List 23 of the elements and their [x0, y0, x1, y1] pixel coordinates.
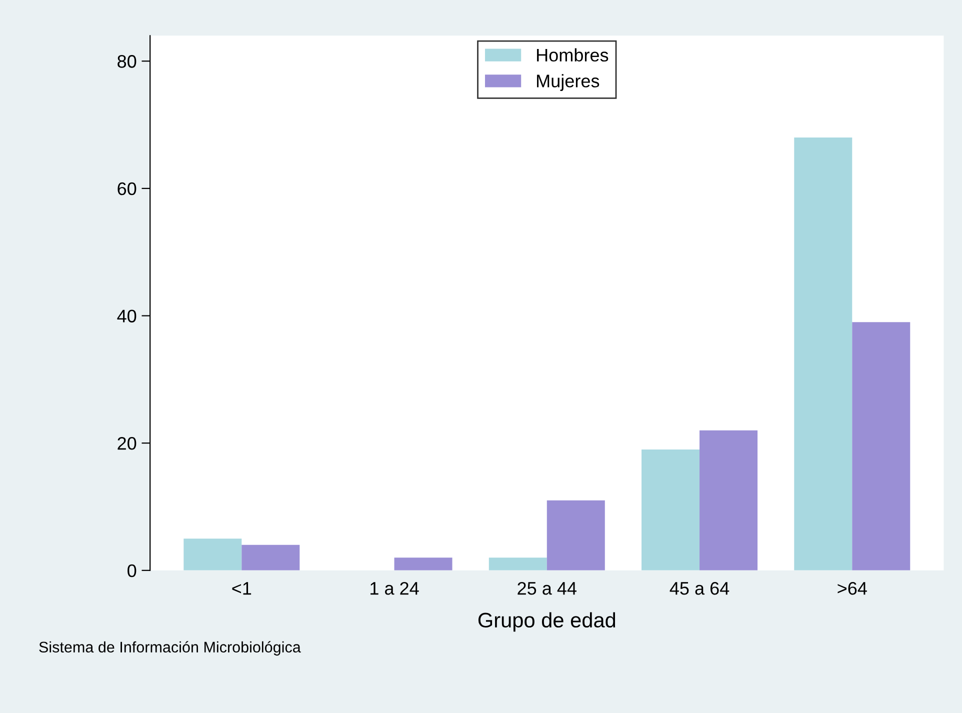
- x-tick-label: >64: [838, 582, 867, 595]
- x-tick-label: 1 a 24: [370, 582, 419, 595]
- x-tick-label: <1: [232, 582, 252, 595]
- legend-label: Hombres: [537, 48, 608, 62]
- y-tick-label: 20: [118, 437, 136, 450]
- bar: [700, 430, 758, 570]
- x-tick-label: 25 a 44: [518, 582, 576, 595]
- bar: [394, 558, 452, 570]
- legend-label: Mujeres: [537, 74, 600, 91]
- bar: [794, 138, 852, 570]
- bar: [546, 500, 605, 570]
- y-tick-label: 80: [118, 55, 136, 68]
- bar: [642, 449, 700, 570]
- x-axis-title: Grupo de edad: [478, 612, 616, 632]
- y-tick-label: 0: [128, 564, 136, 578]
- x-tick-label: 45 a 64: [670, 582, 730, 595]
- text: Sistema de Información Microbiológica: [39, 641, 301, 656]
- bar: [488, 558, 547, 570]
- y-tick-label: 60: [118, 182, 136, 196]
- bar: [184, 538, 242, 570]
- bar: [242, 544, 300, 570]
- bar: [852, 322, 910, 570]
- y-tick-label: 40: [117, 310, 136, 322]
